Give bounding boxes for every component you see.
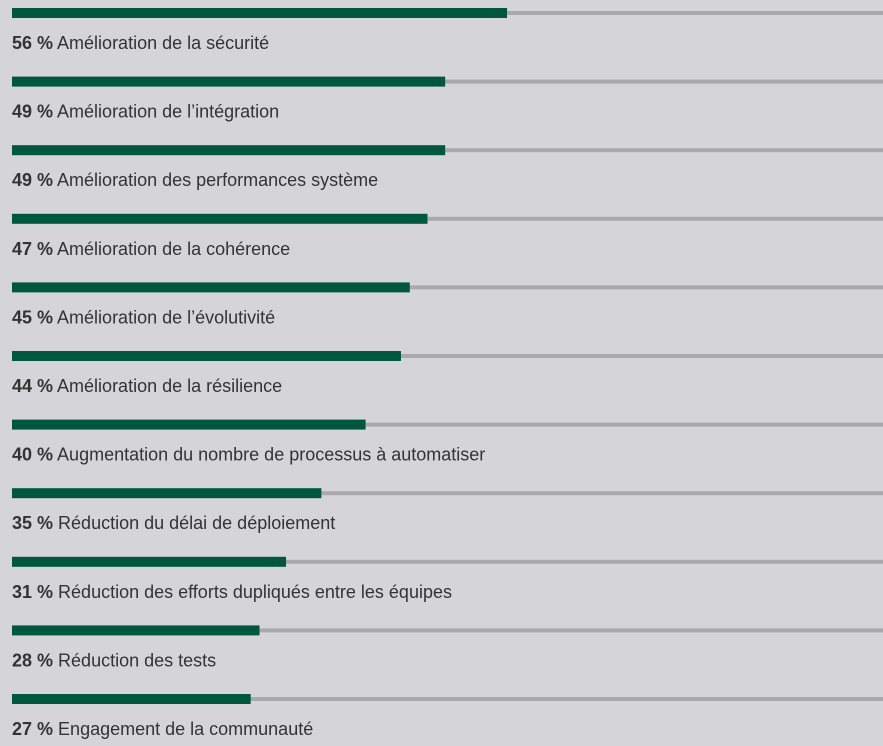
category-label: Amélioration de la cohérence	[57, 239, 290, 259]
bar-track	[12, 216, 883, 221]
bar-track	[12, 285, 883, 290]
bar	[12, 213, 428, 224]
bar	[12, 488, 322, 499]
bar	[12, 625, 260, 636]
bar-track	[12, 559, 883, 564]
category-label: Amélioration des performances système	[57, 170, 378, 190]
category-label: Augmentation du nombre de processus à au…	[57, 444, 485, 464]
bar	[12, 76, 446, 87]
category-label: Réduction des efforts dupliqués entre le…	[58, 582, 452, 602]
category-label: Réduction du délai de déploiement	[58, 513, 335, 533]
category-label: Amélioration de la résilience	[57, 376, 282, 396]
value-label: 28 %	[12, 650, 53, 670]
bar-track	[12, 354, 883, 358]
bar	[12, 351, 401, 361]
bar-label: 40 % Augmentation du nombre de processus…	[12, 444, 485, 464]
category-label: Amélioration de l’intégration	[57, 101, 279, 121]
bar-label: 27 % Engagement de la communauté	[12, 719, 313, 739]
category-label: Réduction des tests	[58, 650, 216, 670]
bar	[12, 556, 287, 567]
value-label: 31 %	[12, 582, 53, 602]
bar-label: 49 % Amélioration de l’intégration	[12, 101, 279, 121]
bar	[12, 694, 251, 704]
bar-label: 56 % Amélioration de la sécurité	[12, 33, 269, 53]
category-label: Amélioration de l’évolutivité	[57, 307, 275, 327]
bar	[12, 419, 366, 430]
bar-label: 35 % Réduction du délai de déploiement	[12, 513, 335, 533]
value-label: 44 %	[12, 376, 53, 396]
value-label: 56 %	[12, 33, 53, 53]
bar-label: 49 % Amélioration des performances systè…	[12, 170, 378, 190]
bar-track	[12, 148, 883, 153]
bar-label: 47 % Amélioration de la cohérence	[12, 239, 290, 259]
category-label: Amélioration de la sécurité	[57, 33, 269, 53]
bar-track	[12, 79, 883, 84]
value-label: 49 %	[12, 101, 53, 121]
bar-track	[12, 628, 883, 633]
bar	[12, 145, 446, 156]
bar-label: 28 % Réduction des tests	[12, 650, 216, 670]
bar-track	[12, 422, 883, 427]
value-label: 40 %	[12, 444, 53, 464]
bar-track	[12, 697, 883, 701]
value-label: 27 %	[12, 719, 53, 739]
bar-track	[12, 491, 883, 496]
bar-label: 45 % Amélioration de l’évolutivité	[12, 307, 275, 327]
value-label: 47 %	[12, 239, 53, 259]
bar-label: 31 % Réduction des efforts dupliqués ent…	[12, 582, 452, 602]
value-label: 49 %	[12, 170, 53, 190]
bar	[12, 8, 508, 18]
bar-label: 44 % Amélioration de la résilience	[12, 376, 282, 396]
value-label: 35 %	[12, 513, 53, 533]
bar	[12, 282, 410, 293]
value-label: 45 %	[12, 307, 53, 327]
category-label: Engagement de la communauté	[58, 719, 313, 739]
